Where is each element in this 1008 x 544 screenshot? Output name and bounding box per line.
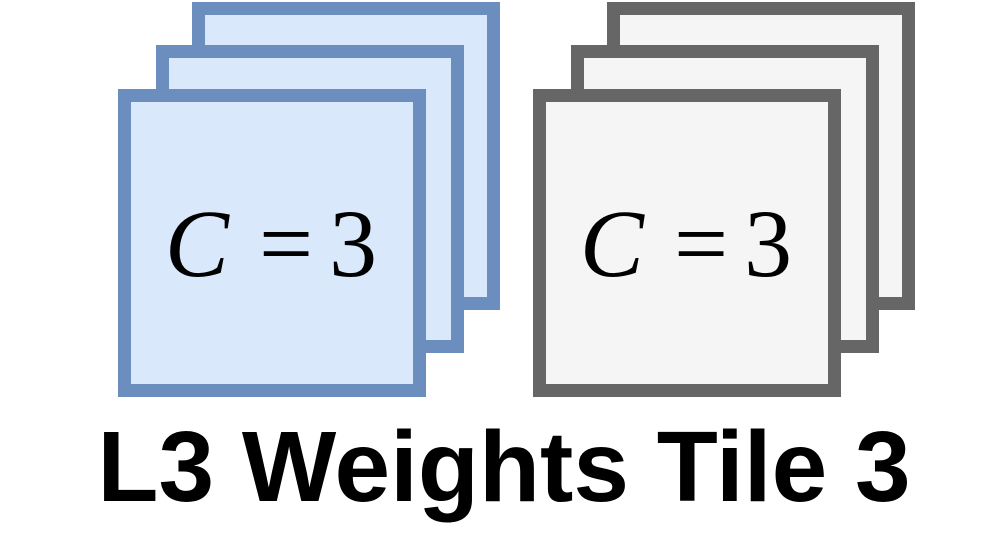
blue-channel-label: C = 3	[131, 102, 413, 384]
gray-channel-label: C = 3	[546, 102, 828, 384]
blue-sheet-front: C = 3	[118, 89, 426, 397]
gray-label-operator: =	[673, 189, 731, 297]
gray-channel-stack: C = 3	[525, 0, 945, 420]
gray-label-value: 3	[744, 189, 795, 297]
blue-label-variable: C	[164, 189, 231, 297]
gray-sheet-front: C = 3	[533, 89, 841, 397]
diagram-caption: L3 Weights Tile 3	[97, 411, 911, 523]
blue-label-value: 3	[329, 189, 380, 297]
gray-label-variable: C	[579, 189, 646, 297]
blue-label-operator: =	[258, 189, 316, 297]
blue-channel-stack: C = 3	[110, 0, 530, 420]
